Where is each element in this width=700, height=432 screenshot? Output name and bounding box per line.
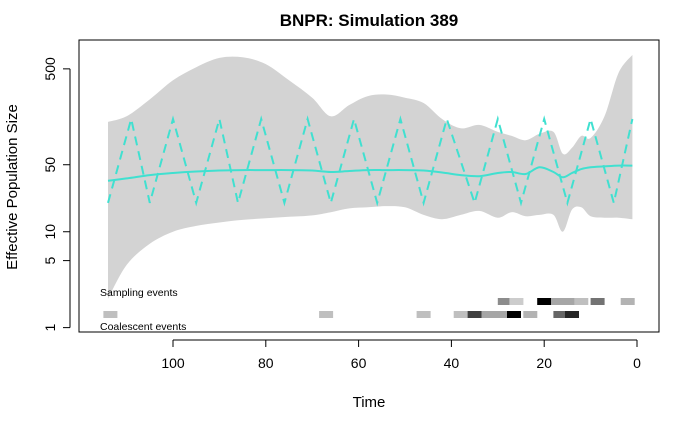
sampling-event-mark bbox=[590, 298, 605, 305]
y-tick-label: 50 bbox=[42, 157, 58, 173]
y-axis-label: Effective Population Size bbox=[4, 104, 21, 270]
sampling-event-mark bbox=[620, 298, 635, 305]
coalescent-event-mark bbox=[103, 311, 118, 318]
y-tick-label: 500 bbox=[42, 57, 58, 81]
coalescent-events-label: Coalescent events bbox=[100, 321, 186, 333]
chart-title: BNPR: Simulation 389 bbox=[280, 11, 459, 30]
x-tick-label: 80 bbox=[258, 355, 274, 371]
y-tick-label: 10 bbox=[42, 224, 58, 240]
sampling-event-mark bbox=[497, 298, 512, 305]
coalescent-event-mark bbox=[481, 311, 496, 318]
x-axis-label: Time bbox=[353, 394, 386, 411]
x-tick-label: 60 bbox=[351, 355, 367, 371]
coalescent-event-mark bbox=[507, 311, 521, 318]
x-axis: 100 80 60 40 20 0 bbox=[161, 339, 641, 371]
coalescent-event-mark bbox=[467, 311, 482, 318]
x-tick-label: 100 bbox=[161, 355, 185, 371]
sampling-events-label: Sampling events bbox=[100, 287, 178, 299]
x-tick-label: 0 bbox=[633, 355, 641, 371]
y-tick-label: 5 bbox=[42, 256, 58, 264]
events-layer bbox=[103, 298, 635, 318]
coalescent-event-mark bbox=[416, 311, 431, 318]
coalescent-event-mark bbox=[453, 311, 468, 318]
coalescent-event-mark bbox=[553, 311, 568, 318]
coalescent-event-mark bbox=[319, 311, 334, 318]
estimate-line bbox=[107, 164, 633, 182]
sampling-event-mark bbox=[551, 298, 566, 305]
coalescent-event-mark bbox=[523, 311, 538, 318]
sampling-event-mark bbox=[509, 298, 524, 305]
y-axis: 1 5 10 50 500 bbox=[42, 57, 71, 331]
series-layer bbox=[107, 115, 634, 207]
coalescent-event-mark bbox=[565, 311, 579, 318]
plot-frame bbox=[78, 39, 660, 333]
sampling-event-mark bbox=[537, 298, 552, 305]
true-trajectory-line bbox=[107, 115, 634, 207]
y-tick-label: 1 bbox=[42, 323, 58, 331]
credible-band-layer bbox=[108, 54, 633, 299]
sampling-event-mark bbox=[574, 298, 589, 305]
x-tick-label: 40 bbox=[444, 355, 460, 371]
sampling-event-mark bbox=[562, 298, 577, 305]
coalescent-event-mark bbox=[493, 311, 508, 318]
credible-band bbox=[108, 54, 633, 299]
x-tick-label: 20 bbox=[536, 355, 552, 371]
